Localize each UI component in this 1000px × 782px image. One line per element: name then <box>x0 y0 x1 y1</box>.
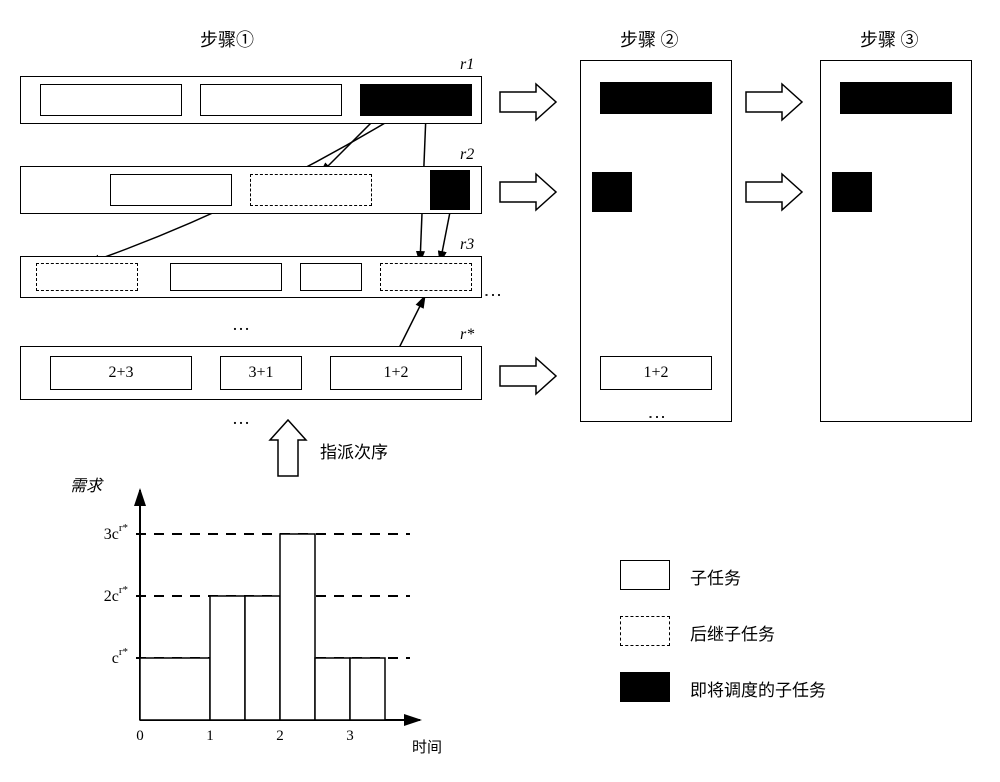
svg-text:2: 2 <box>276 728 284 744</box>
step1-rstar-0-task: 2+3 <box>50 356 192 390</box>
step1-r2-1-task <box>250 174 372 206</box>
big-arrow-right <box>744 172 804 212</box>
step1-r3-0-task <box>36 263 138 291</box>
big-arrow-right <box>498 82 558 122</box>
step1-r3-2-task <box>300 263 362 291</box>
x-axis-label: 时间 <box>412 736 442 757</box>
svg-text:3cr*: 3cr* <box>104 522 128 543</box>
legend-swatch-solid <box>620 560 670 590</box>
rstar-label: r* <box>460 326 474 344</box>
step2-r1-task <box>600 82 712 114</box>
step1-rstar-0-task-text: 2+3 <box>51 364 191 382</box>
diagram-canvas: 步骤① 步骤 ② 步骤 ③ r1 r2 r3 r* ⋮ … … ⋮ 指派次序 2… <box>20 20 980 762</box>
svg-text:cr*: cr* <box>112 646 128 667</box>
step1-r2-0-task <box>110 174 232 206</box>
assign-order-label: 指派次序 <box>320 438 388 463</box>
step1-r3-3-task <box>380 263 472 291</box>
svg-text:3: 3 <box>346 728 354 744</box>
step3-r2-task <box>832 172 872 212</box>
step1-rstar-1-task: 3+1 <box>220 356 302 390</box>
step1-r1-2-task <box>360 84 472 116</box>
legend-label-filled: 即将调度的子任务 <box>690 676 826 701</box>
step1-rstar-1-task-text: 3+1 <box>221 364 301 382</box>
big-arrow-right <box>498 172 558 212</box>
step2-rstar-task: 1+2 <box>600 356 712 390</box>
legend-swatch-filled <box>620 672 670 702</box>
step1-label: 步骤① <box>200 26 254 52</box>
step1-r1-0-task <box>40 84 182 116</box>
mid-dots2: … <box>232 408 252 429</box>
mid-dots1: … <box>232 314 252 335</box>
step3-r1-task <box>840 82 952 114</box>
r3-label: r3 <box>460 236 474 254</box>
step1-r1-1-task <box>200 84 342 116</box>
step1-rstar-2-task: 1+2 <box>330 356 462 390</box>
svg-text:0: 0 <box>136 728 144 744</box>
r2-label: r2 <box>460 146 474 164</box>
big-arrow-right <box>498 356 558 396</box>
big-arrow-right <box>744 82 804 122</box>
step1-r2-2-task <box>430 170 470 210</box>
chart-svg: cr* 2cr* 3cr* 0 1 2 3 <box>90 470 490 760</box>
legend-label-dashed: 后继子任务 <box>690 620 775 645</box>
y-axis-label: 需求 <box>70 472 102 496</box>
step3-container <box>820 60 972 422</box>
big-arrow-up <box>268 418 308 478</box>
step3-label: 步骤 ③ <box>860 26 919 52</box>
r1-label: r1 <box>460 56 474 74</box>
legend-swatch-dashed <box>620 616 670 646</box>
step2-r2-task <box>592 172 632 212</box>
svg-text:2cr*: 2cr* <box>104 584 128 605</box>
step2-rstar-task-text: 1+2 <box>601 364 711 382</box>
r3-dots: ⋮ <box>482 286 504 306</box>
step1-rstar-2-task-text: 1+2 <box>331 364 461 382</box>
svg-text:1: 1 <box>206 728 214 744</box>
legend-label-solid: 子任务 <box>690 564 741 589</box>
step2-dots: ⋮ <box>646 408 668 428</box>
step2-label: 步骤 ② <box>620 26 679 52</box>
step1-r3-1-task <box>170 263 282 291</box>
